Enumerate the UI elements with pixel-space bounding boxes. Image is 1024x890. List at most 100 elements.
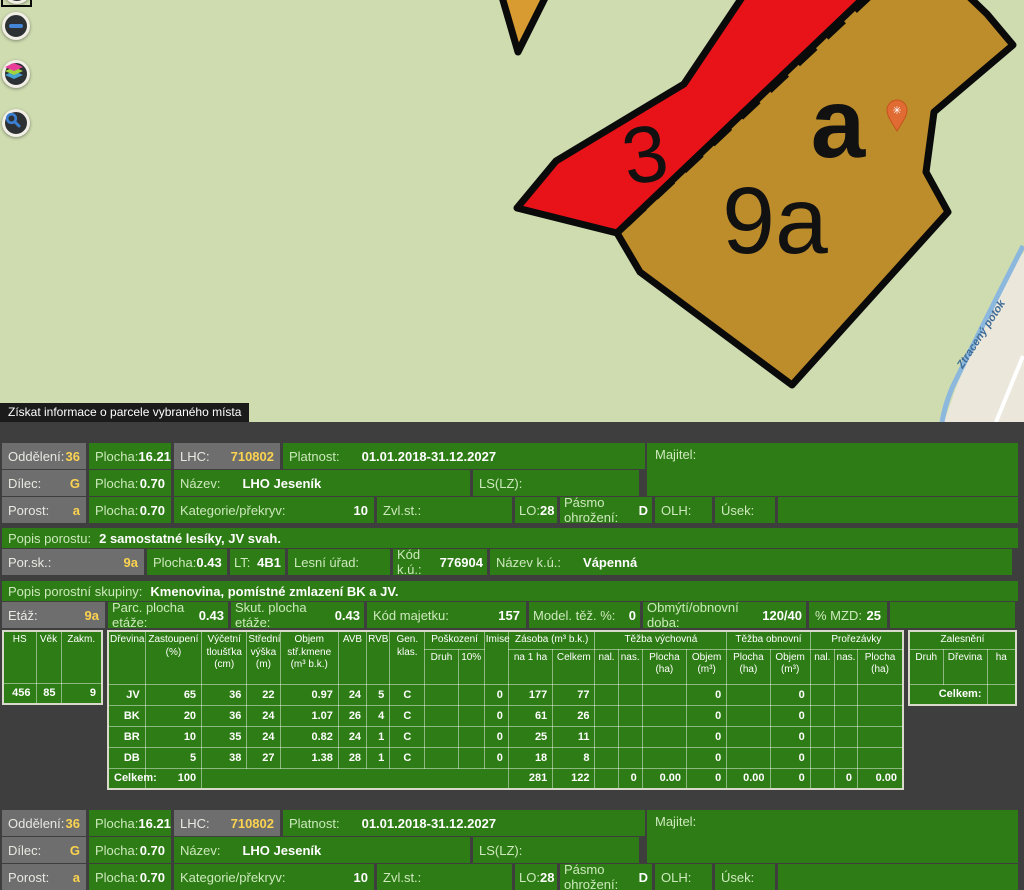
col-celkem: Celkem	[552, 648, 596, 685]
col-zakm: Zakm.	[60, 630, 103, 684]
unit-row-porost: Porost: a Plocha: 0.70 Kategorie/překryv: 1…	[2, 495, 1024, 525]
zalesneni-total-row: Celkem:	[908, 683, 1017, 706]
lesni-urad-cell: Lesní úřad:	[288, 549, 390, 575]
col-hs: HS	[2, 630, 37, 684]
col-gen-klas: Gen. klas.	[389, 630, 426, 685]
parcel-info-panel: Oddělení: 36 Plocha: 16.21 LHC: 710802 Plat…	[0, 422, 1024, 890]
blank-cell	[778, 864, 1018, 890]
col-drevina: Dřevina	[107, 630, 146, 685]
zoom-in-button-focus-frame	[1, 0, 32, 7]
unit2-row-dilec: Dílec: G Plocha: 0.70 Název: LHO Jeseník LS…	[2, 837, 1024, 863]
parcel-red-3[interactable]	[513, 0, 872, 237]
popis-porostu-row: Popis porostu: 2 samostatné lesíky, JV sv…	[2, 528, 1024, 548]
popis-skupiny-row: Popis porostní skupiny: Kmenovina, pomíst…	[2, 581, 1024, 601]
lo-cell: LO: 28	[515, 864, 557, 890]
col-rvb: RVB	[366, 630, 391, 685]
olh-cell: OLH:	[655, 497, 712, 523]
zvlst-cell: Zvl.st.:	[377, 864, 512, 890]
mzd-cell: % MZD: 25	[809, 602, 887, 628]
nazev-cell: Název: LHO Jeseník	[174, 470, 470, 496]
map-canvas[interactable]: Ztracený potok 3 a 9a ✳	[0, 0, 1024, 422]
col-pr-nas: nas.	[833, 648, 859, 685]
etaz-cell: Etáž: 9a	[2, 602, 105, 628]
dilec-cell: Dílec: G	[2, 470, 86, 496]
col-zal-drevina: Dřevina	[942, 648, 988, 685]
hs-table: HS Věk Zakm. 456 85 9	[2, 630, 103, 705]
col-vek: Věk	[35, 630, 62, 684]
zoom-out-button[interactable]	[2, 12, 30, 40]
parcel-tan-9a[interactable]	[613, 0, 1017, 389]
kod-majetku-cell: Kód majetku: 157	[367, 602, 526, 628]
lo-cell: LO: 28	[515, 497, 557, 523]
col-posk-10: 10%	[457, 648, 485, 685]
layers-icon	[5, 63, 23, 79]
dilec-cell: Dílec: G	[2, 837, 86, 863]
porsk-cell: Por.sk.: 9a	[2, 549, 144, 575]
unit-row-oddeleni: Oddělení: 36 Plocha: 16.21 LHC: 710802 Plat…	[2, 443, 1024, 469]
pasmo-cell: Pásmo ohrožení: D	[560, 862, 652, 890]
parcel-dashed-boundary	[614, 0, 871, 236]
map-parcels-layer: Ztracený potok 3 a 9a ✳	[499, 0, 1024, 422]
parcel-orange-sliver[interactable]	[499, 0, 549, 56]
col-na1ha: na 1 ha	[507, 648, 554, 685]
map-tooltip: Získat informace o parcele vybraného mís…	[0, 403, 250, 422]
lhc-cell: LHC: 710802	[174, 810, 280, 836]
group-tezba-vychovna: Těžba výchovná	[594, 630, 728, 650]
stream-line	[939, 244, 1024, 422]
plocha2-cell: Plocha: 0.70	[89, 837, 171, 863]
lslz-cell: LS(LZ):	[473, 470, 639, 496]
col-to-objem: Objem (m³)	[769, 648, 811, 685]
nazev-cell: Název: LHO Jeseník	[174, 837, 470, 863]
search-button[interactable]	[2, 109, 30, 137]
oddeleni-cell: Oddělení: 36	[2, 443, 86, 469]
porost-cell: Porost: a	[2, 864, 86, 890]
col-pr-plocha: Plocha (ha)	[857, 648, 904, 685]
col-zastoupeni: Zastoupení (%)	[144, 630, 203, 685]
platnost-cell: Platnost: 01.01.2018-31.12.2027	[283, 443, 645, 469]
col-vycetni: Výčetní tloušťka (cm)	[201, 630, 248, 685]
offmap-area	[944, 252, 1024, 422]
unit2-row-oddeleni: Oddělení: 36 Plocha: 16.21 LHC: 710802 Plat…	[2, 810, 1024, 836]
search-icon	[5, 112, 21, 128]
kod-ku-cell: Kód k.ú.: 776904	[393, 547, 487, 577]
col-tv-objem: Objem (m³)	[685, 648, 728, 685]
lt-cell: LT: 4B1	[230, 549, 285, 575]
usek-cell: Úsek:	[715, 497, 775, 523]
plocha1-cell: Plocha: 16.21	[89, 443, 171, 469]
group-zasoba: Zásoba (m³ b.k.)	[507, 630, 596, 650]
layers-button[interactable]	[2, 60, 30, 88]
majitel-cell: Majitel:	[647, 810, 1018, 863]
map-pin: ✳	[886, 99, 908, 132]
zalesneni-table: Zalesnění Druh Dřevina ha Celkem:	[908, 630, 1018, 706]
platnost-cell: Platnost: 01.01.2018-31.12.2027	[283, 810, 645, 836]
blank-cell	[890, 602, 1015, 628]
olh-cell: OLH:	[655, 864, 712, 890]
porost-cell: Porost: a	[2, 497, 86, 523]
col-to-plocha: Plocha (ha)	[726, 648, 771, 685]
col-pr-nal: nal.	[809, 648, 835, 685]
stand-label: a	[811, 68, 867, 178]
col-stredni: Střední výška (m)	[246, 630, 281, 685]
col-imise: Imise	[483, 630, 510, 685]
col-zal-ha: ha	[986, 648, 1017, 685]
minus-icon	[9, 24, 23, 28]
group-poskozeni: Poškození	[424, 630, 485, 650]
zoom-in-button[interactable]	[3, 0, 31, 4]
kategorie-cell: Kategorie/překryv: 10	[174, 864, 374, 890]
porsk-row: Por.sk.: 9a Plocha: 0.43 LT: 4B1 Lesní úřad…	[2, 547, 1024, 577]
lslz-cell: LS(LZ):	[473, 837, 639, 863]
col-zal-druh: Druh	[908, 648, 944, 685]
model-tez-cell: Model. těž. %: 0	[529, 602, 640, 628]
popis-skupiny-cell: Popis porostní skupiny: Kmenovina, pomíst…	[2, 581, 1018, 601]
plocha3-cell: Plocha: 0.70	[89, 864, 171, 890]
obmyti-cell: Obmýtí/obnovní doba: 120/40	[643, 600, 806, 630]
popis-porostu-cell: Popis porostu: 2 samostatné lesíky, JV sv…	[2, 528, 1018, 548]
col-objem-kmene: Objem stř.kmene (m³ b.k.)	[279, 630, 339, 685]
species-table: Dřevina Zastoupení (%) Výčetní tloušťka …	[107, 630, 904, 790]
group-prorezavky: Prořezávky	[809, 630, 904, 650]
kategorie-cell: Kategorie/překryv: 10	[174, 497, 374, 523]
